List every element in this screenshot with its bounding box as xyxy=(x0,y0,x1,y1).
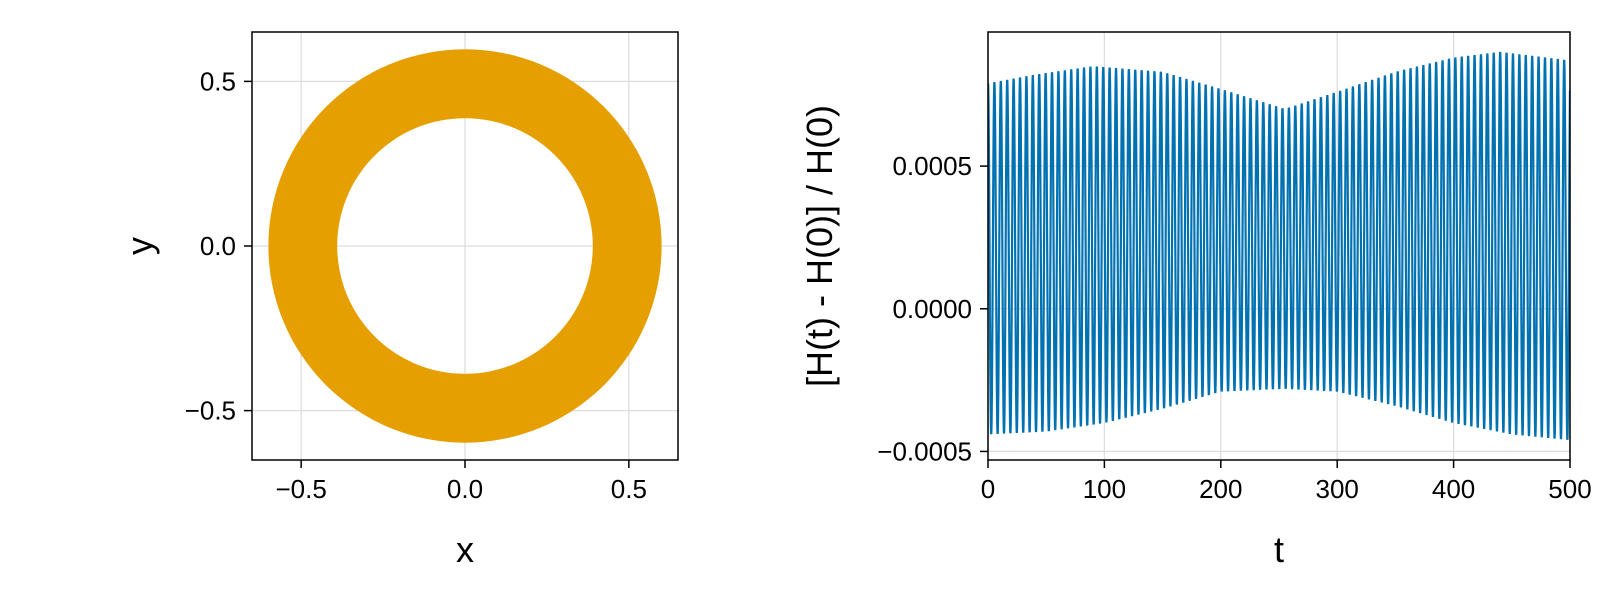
energy-error-series-line xyxy=(988,51,1570,440)
x-axis-label-left: x xyxy=(456,529,474,570)
x-tick-label: 0.0 xyxy=(447,474,483,504)
x-axis-label-right: t xyxy=(1274,529,1284,570)
x-tick-label: 0.5 xyxy=(611,474,647,504)
y-tick-label: −0.0005 xyxy=(877,436,972,466)
x-tick-label: 500 xyxy=(1548,474,1591,504)
y-axis-label-left: y xyxy=(119,237,160,255)
y-tick-label: −0.5 xyxy=(185,396,236,426)
annulus-region xyxy=(268,49,662,443)
x-tick-label: 200 xyxy=(1199,474,1242,504)
energy-error-frame xyxy=(987,31,1571,461)
x-tick-label: −0.5 xyxy=(275,474,326,504)
ring-plot-panel: −0.5 0.0 0.5 −0.5 0.0 0.5 x y xyxy=(119,31,679,570)
y-axis-label-right: [H(t) - H(0)] / H(0) xyxy=(799,105,840,387)
energy-error-panel: 0 100 200 300 400 500 −0.0005 0.0000 0.0005 t [H… xyxy=(799,31,1592,570)
x-tick-label: 300 xyxy=(1316,474,1359,504)
y-tick-label: 0.0000 xyxy=(892,294,972,324)
energy-error-ticks: 0 100 200 300 400 500 −0.0005 0.0000 0.0005 xyxy=(877,151,1591,504)
y-tick-label: 0.5 xyxy=(200,66,236,96)
x-tick-label: 0 xyxy=(981,474,995,504)
ring-plot-ticks: −0.5 0.0 0.5 −0.5 0.0 0.5 xyxy=(185,66,647,504)
x-tick-label: 400 xyxy=(1432,474,1475,504)
y-tick-label: 0.0 xyxy=(200,231,236,261)
x-tick-label: 100 xyxy=(1083,474,1126,504)
y-tick-label: 0.0005 xyxy=(892,151,972,181)
